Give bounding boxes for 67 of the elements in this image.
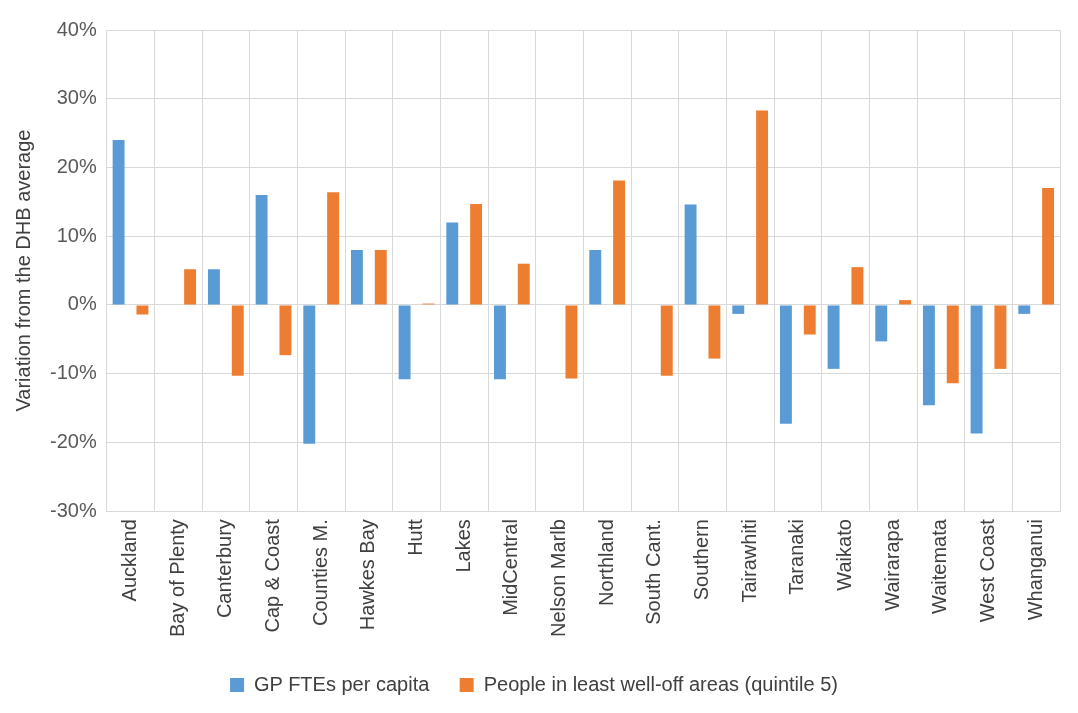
x-tick-label: Lakes [451, 519, 474, 573]
x-tick-label: Taranaki [785, 519, 808, 595]
y-tick-label: 0% [67, 292, 97, 315]
y-tick-label: -20% [49, 429, 97, 452]
x-tick-label: Waikato [833, 519, 856, 591]
bar [446, 222, 459, 305]
bar [255, 194, 268, 305]
legend-label: People in least well-off areas (quintile 5) [483, 672, 838, 695]
bar [493, 305, 506, 380]
x-tick-label: Southern [690, 519, 713, 601]
x-tick-label: Hutt [404, 518, 427, 556]
bar [136, 305, 149, 315]
x-tick-label: Counties M. [308, 519, 331, 626]
bar [517, 263, 530, 305]
bar [684, 204, 697, 305]
x-tick-label: Bay of Plenty [165, 519, 188, 637]
x-tick-label: South Cant. [642, 519, 665, 625]
bar [112, 139, 125, 305]
x-tick-label: West Coast [976, 518, 999, 623]
x-tick-label: Wairarapa [880, 518, 903, 611]
bar [327, 192, 340, 305]
bar [350, 249, 363, 305]
bar [470, 203, 483, 305]
bar [565, 305, 578, 379]
x-tick-label: Canterbury [213, 519, 236, 619]
y-tick-label: 40% [56, 17, 97, 40]
bar [589, 249, 602, 305]
bar [756, 110, 769, 305]
bar [1018, 305, 1031, 314]
bar [994, 305, 1007, 369]
bar [899, 300, 912, 305]
bar [374, 249, 387, 305]
bar [875, 305, 888, 342]
x-tick-label: Tairawhiti [737, 519, 760, 603]
y-tick-label: -10% [49, 361, 97, 384]
y-tick-label: 10% [56, 223, 97, 246]
x-tick-label: MidCentral [499, 519, 522, 616]
bar [732, 305, 745, 314]
bar [1042, 188, 1055, 305]
bar [279, 305, 292, 356]
x-tick-label: Whanganui [1023, 519, 1046, 621]
y-tick-label: 20% [56, 154, 97, 177]
x-tick-label: Nelson Marlb [547, 519, 570, 637]
x-tick-label: Northland [594, 519, 617, 606]
x-tick-label: Waitemata [928, 518, 951, 614]
x-tick-label: Auckland [118, 519, 141, 602]
bar [827, 305, 840, 369]
bar [613, 180, 626, 305]
bar [708, 305, 721, 359]
bar [779, 305, 792, 424]
bar [970, 305, 983, 434]
bar [946, 305, 959, 384]
bar [851, 267, 864, 305]
bar [207, 269, 220, 305]
bar [303, 305, 316, 444]
bar [660, 305, 673, 376]
x-tick-label: Cap & Coast [261, 518, 284, 633]
legend-label: GP FTEs per capita [254, 672, 431, 695]
bar [398, 305, 411, 380]
x-tick-label: Hawkes Bay [356, 519, 379, 631]
y-axis-title: Variation from the DHB average [11, 129, 34, 412]
y-tick-label: -30% [49, 498, 97, 521]
y-tick-label: 30% [56, 86, 97, 109]
bar [184, 269, 197, 305]
bar [803, 305, 816, 335]
bar [922, 305, 935, 406]
bar [231, 305, 244, 376]
